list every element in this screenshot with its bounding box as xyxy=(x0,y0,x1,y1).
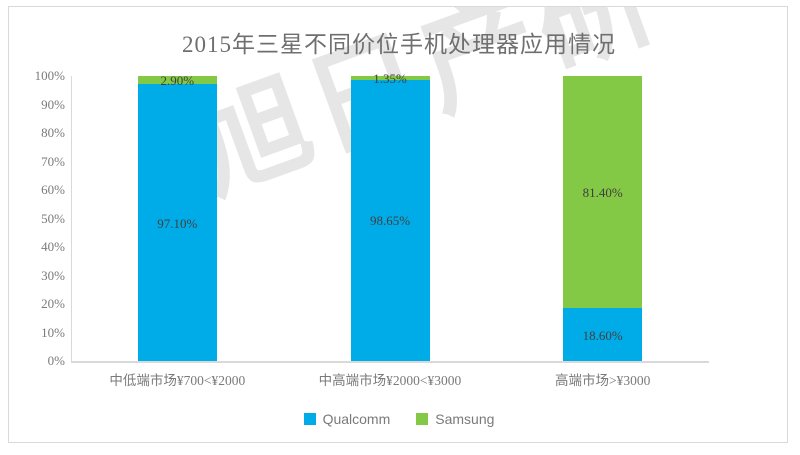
plot-area: 97.10% 2.90% 98.65% 1.35% 18.60% 81.40% xyxy=(71,71,709,361)
bar-group[interactable]: 18.60% 81.40% xyxy=(563,76,643,361)
bar-segment-qualcomm[interactable] xyxy=(563,308,643,361)
bar-segment-samsung[interactable] xyxy=(563,76,643,308)
x-axis: 中低端市场¥700<¥2000 中高端市场¥2000<¥3000 高端市场>¥300… xyxy=(71,369,709,395)
bar-segment-qualcomm[interactable] xyxy=(137,84,217,361)
y-axis-tick-label: 20% xyxy=(41,296,65,311)
y-axis-tick-label: 60% xyxy=(41,182,65,197)
y-axis-tick-label: 80% xyxy=(41,125,65,140)
y-axis-tick-label: 50% xyxy=(41,210,65,226)
bar-segment-qualcomm[interactable] xyxy=(350,79,430,361)
x-axis-category-label: 中高端市场¥2000<¥3000 xyxy=(318,373,462,388)
chart-legend: Qualcomm Samsung xyxy=(9,411,787,427)
y-axis-tick-label: 0% xyxy=(47,353,65,368)
legend-item-qualcomm[interactable]: Qualcomm xyxy=(303,411,391,427)
y-axis-tick-label: 10% xyxy=(41,324,65,340)
bar-value-label: 1.35% xyxy=(373,70,407,86)
y-axis-tick-label: 70% xyxy=(41,153,65,169)
y-axis: 100% 90% 80% 70% 60% 50% 40% 30% 20% 10% 0% xyxy=(9,68,65,368)
y-axis-tick-label: 100% xyxy=(34,68,65,83)
bar-value-label: 18.60% xyxy=(582,327,623,343)
bar-segment-samsung[interactable] xyxy=(137,76,217,85)
y-axis-line xyxy=(71,76,72,362)
bar-value-label: 98.65% xyxy=(369,213,411,229)
legend-swatch-icon xyxy=(303,413,316,425)
x-axis-category-label: 高端市场>¥3000 xyxy=(554,373,651,388)
x-axis-category-label: 中低端市场¥700<¥2000 xyxy=(109,373,246,388)
bar-group[interactable]: 97.10% 2.90% xyxy=(137,73,217,361)
bar-value-label: 2.90% xyxy=(160,73,195,89)
legend-label: Qualcomm xyxy=(322,411,391,427)
chart-container: 旭日产研 2015年三星不同价位手机处理器应用情况 100%90%80%70%6… xyxy=(8,6,788,443)
legend-item-samsung[interactable]: Samsung xyxy=(416,411,494,427)
y-axis-tick-label: 90% xyxy=(41,96,65,112)
y-axis-tick-label: 40% xyxy=(41,239,65,254)
x-axis-line xyxy=(71,361,709,363)
bar-value-label: 97.10% xyxy=(157,215,198,231)
bar-segment-samsung[interactable] xyxy=(350,76,430,80)
legend-swatch-icon xyxy=(416,413,429,425)
chart-title: 2015年三星不同价位手机处理器应用情况 xyxy=(182,32,616,57)
legend-label: Samsung xyxy=(435,411,495,427)
y-axis-tick-label: 30% xyxy=(41,267,65,283)
bar-group[interactable]: 98.65% 1.35% xyxy=(350,71,430,361)
bar-value-label: 81.40% xyxy=(582,185,623,200)
